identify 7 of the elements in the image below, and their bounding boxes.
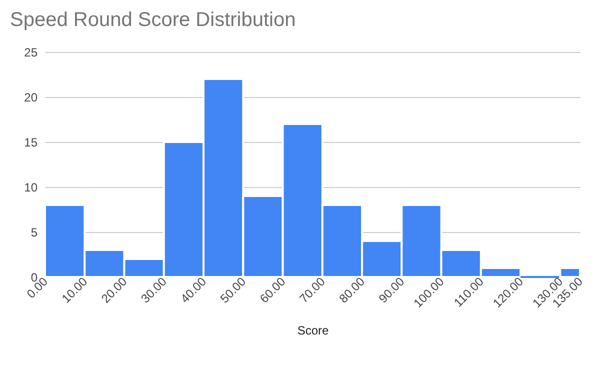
x-axis-title: Score [297,324,329,338]
y-tick-label: 15 [24,136,38,150]
y-tick-label: 20 [24,90,38,104]
chart-title: Speed Round Score Distribution [10,9,296,31]
y-tick-label: 5 [30,226,38,240]
y-tick-label: 10 [24,180,38,194]
y-tick-label: 25 [24,46,38,60]
